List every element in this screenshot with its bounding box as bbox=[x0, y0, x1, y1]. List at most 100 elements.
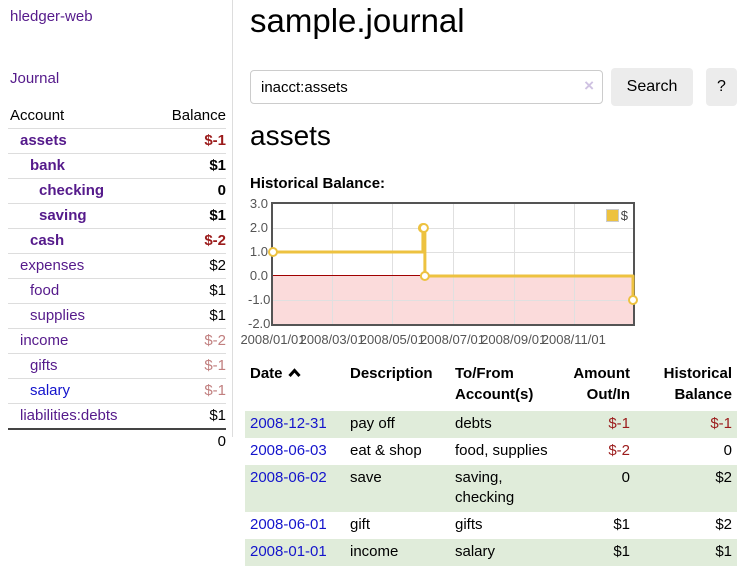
y-axis-tick-label: 0.0 bbox=[249, 268, 268, 283]
data-point-marker bbox=[419, 271, 430, 281]
vertical-gridline bbox=[392, 204, 394, 324]
account-link-gifts[interactable]: gifts bbox=[30, 357, 58, 374]
transaction-accounts: food, supplies bbox=[455, 442, 548, 459]
help-button[interactable]: ? bbox=[706, 68, 737, 106]
account-row-expenses: expenses $2 bbox=[8, 253, 226, 279]
account-link-income[interactable]: income bbox=[20, 332, 69, 349]
account-link-expenses[interactable]: expenses bbox=[20, 257, 85, 274]
y-axis-tick-label: 1.0 bbox=[249, 244, 268, 259]
clear-search-icon[interactable]: × bbox=[584, 76, 594, 96]
legend-series-label: $ bbox=[620, 208, 628, 223]
accounts-table-header: Account Balance bbox=[8, 104, 226, 129]
transaction-description: eat & shop bbox=[350, 442, 422, 459]
sidebar-item-journal[interactable]: Journal bbox=[10, 70, 60, 87]
amount-column-header: Amount Out/In bbox=[573, 365, 630, 403]
account-link-salary[interactable]: salary bbox=[30, 382, 71, 399]
y-axis-tick-label: 3.0 bbox=[249, 196, 268, 211]
account-link-supplies[interactable]: supplies bbox=[30, 307, 86, 324]
account-link-liabilities-debts[interactable]: liabilities:debts bbox=[20, 407, 118, 424]
search-box: × bbox=[250, 70, 603, 104]
transaction-amount: $1 bbox=[613, 516, 630, 533]
chart-plot: $ bbox=[268, 202, 638, 326]
balance-column-header: Historical Balance bbox=[663, 365, 732, 403]
account-balance: 0 bbox=[217, 182, 226, 199]
transaction-balance: $2 bbox=[715, 469, 732, 486]
transaction-balance: $1 bbox=[715, 543, 732, 560]
account-link-food[interactable]: food bbox=[30, 282, 60, 299]
account-balance: $1 bbox=[209, 207, 226, 224]
account-balance: $1 bbox=[209, 307, 226, 324]
account-balance: $1 bbox=[209, 282, 226, 299]
transaction-date-link[interactable]: 2008-01-01 bbox=[250, 543, 327, 560]
account-link-cash[interactable]: cash bbox=[30, 232, 65, 249]
register-header-row: Date Description To/From Account(s) Amou… bbox=[245, 361, 737, 411]
y-axis-tick-label: 2.0 bbox=[249, 220, 268, 235]
account-row-salary: salary $-1 bbox=[8, 378, 226, 404]
data-point-marker bbox=[418, 223, 429, 233]
horizontal-gridline bbox=[273, 252, 633, 253]
data-point-marker bbox=[628, 295, 638, 305]
series-line-layer bbox=[268, 223, 638, 305]
account-row-food: food $1 bbox=[8, 278, 226, 304]
x-axis-tick-label: 2008/05/01 bbox=[359, 332, 425, 347]
register-row: 2008-06-02 save saving, checking 0 $2 bbox=[245, 465, 737, 512]
account-balance: $-2 bbox=[204, 232, 226, 249]
sort-ascending-icon bbox=[287, 363, 301, 384]
account-link-saving[interactable]: saving bbox=[39, 207, 87, 224]
series-line bbox=[273, 226, 635, 300]
y-axis-tick-label: -1.0 bbox=[248, 292, 271, 307]
transaction-balance: $-1 bbox=[710, 415, 732, 432]
transaction-balance: $2 bbox=[715, 516, 732, 533]
chart-title: Historical Balance: bbox=[250, 175, 386, 192]
account-balance: $-1 bbox=[204, 357, 226, 374]
accounts-column-header: To/From Account(s) bbox=[455, 365, 534, 403]
account-link-checking[interactable]: checking bbox=[39, 182, 105, 199]
account-balance: $2 bbox=[209, 257, 226, 274]
account-link-bank[interactable]: bank bbox=[30, 157, 66, 174]
account-balance: $1 bbox=[209, 407, 226, 424]
data-point-marker bbox=[268, 247, 278, 257]
accounts-total-value: 0 bbox=[217, 433, 226, 450]
account-row-liabilities-debts: liabilities:debts $1 bbox=[8, 403, 226, 430]
chart: $ 3.0 2.0 1.0 0.0 -1.0 -2.0 2008/01/01 2008/03/… bbox=[240, 196, 742, 350]
account-row-supplies: supplies $1 bbox=[8, 303, 226, 329]
account-row-assets: assets $-1 bbox=[8, 128, 226, 154]
register-row: 2008-06-01 gift gifts $1 $2 bbox=[245, 512, 737, 539]
account-balance: $-1 bbox=[204, 382, 226, 399]
account-link-assets[interactable]: assets bbox=[20, 132, 67, 149]
transaction-amount: $-1 bbox=[608, 415, 630, 432]
transaction-description: pay off bbox=[350, 415, 395, 432]
search-input[interactable] bbox=[250, 70, 603, 104]
transaction-date-link[interactable]: 2008-06-01 bbox=[250, 516, 327, 533]
account-row-gifts: gifts $-1 bbox=[8, 353, 226, 379]
x-axis-tick-label: 2008/03/01 bbox=[299, 332, 365, 347]
account-row-saving: saving $1 bbox=[8, 203, 226, 229]
vertical-gridline bbox=[513, 204, 515, 324]
chart-plot-inner bbox=[268, 204, 638, 324]
balance-column-header: Balance bbox=[171, 107, 226, 124]
app-title-link[interactable]: hledger-web bbox=[10, 8, 93, 25]
transaction-description: gift bbox=[350, 516, 371, 533]
transaction-accounts: gifts bbox=[455, 516, 483, 533]
date-column-header[interactable]: Date bbox=[245, 361, 345, 411]
transaction-amount: 0 bbox=[621, 469, 630, 486]
register-row: 2008-06-03 eat & shop food, supplies $-2… bbox=[245, 438, 737, 465]
page-title: sample.journal bbox=[250, 2, 465, 39]
horizontal-gridline bbox=[273, 300, 633, 301]
account-row-checking: checking 0 bbox=[8, 178, 226, 204]
accounts-total-row: 0 bbox=[8, 429, 226, 454]
transaction-date-link[interactable]: 2008-06-03 bbox=[250, 442, 327, 459]
transaction-amount: $-2 bbox=[608, 442, 630, 459]
vertical-gridline bbox=[332, 204, 334, 324]
y-axis-tick-label: -2.0 bbox=[248, 316, 271, 331]
transaction-description: save bbox=[350, 469, 382, 486]
transaction-accounts: debts bbox=[455, 415, 492, 432]
register-row: 2008-01-01 income salary $1 $1 bbox=[245, 539, 737, 566]
chart-legend: $ bbox=[605, 208, 628, 223]
transaction-date-link[interactable]: 2008-12-31 bbox=[250, 415, 327, 432]
search-button[interactable]: Search bbox=[611, 68, 693, 106]
register-table: Date Description To/From Account(s) Amou… bbox=[245, 361, 737, 566]
transaction-date-link[interactable]: 2008-06-02 bbox=[250, 469, 327, 486]
transaction-accounts: salary bbox=[455, 543, 496, 560]
account-row-income: income $-2 bbox=[8, 328, 226, 354]
